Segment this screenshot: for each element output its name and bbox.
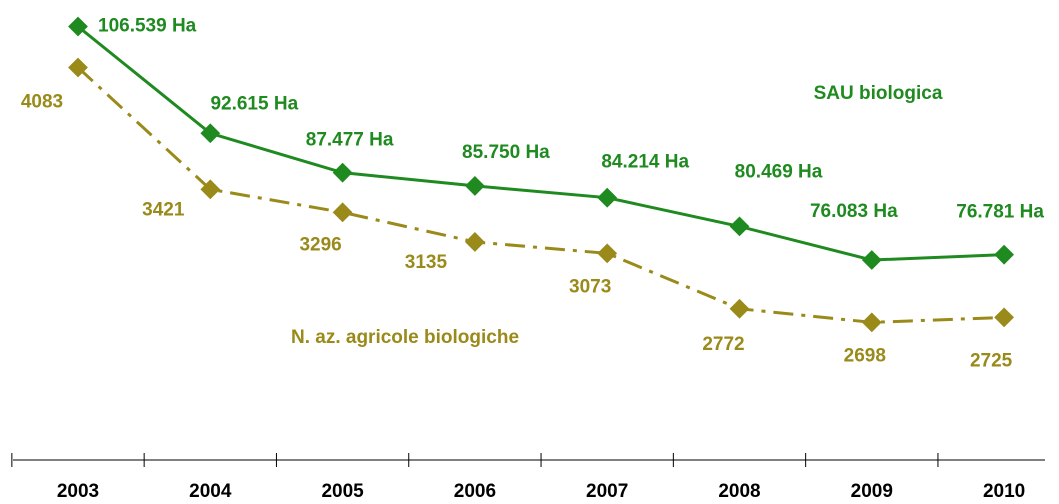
x-tick-label: 2005	[321, 481, 364, 502]
point-marker	[994, 307, 1014, 328]
x-tick-label: 2010	[983, 481, 1025, 502]
data-label: 76.083 Ha	[810, 201, 898, 222]
point-marker	[729, 216, 750, 237]
x-tick-label: 2004	[189, 481, 232, 502]
data-label: 2725	[970, 350, 1013, 371]
series-name: SAU biologica	[814, 83, 943, 104]
point-marker	[465, 176, 485, 196]
x-tick-label: 2008	[718, 481, 760, 502]
series-name: N. az. agricole biologiche	[291, 327, 519, 348]
data-label: 2698	[844, 345, 886, 366]
point-marker	[68, 16, 88, 37]
data-label: 106.539 Ha	[98, 16, 197, 37]
x-tick-label: 2003	[57, 481, 99, 502]
point-marker	[729, 298, 750, 319]
point-marker	[465, 232, 485, 252]
point-marker	[68, 57, 88, 78]
x-tick-label: 2006	[454, 481, 496, 502]
point-marker	[332, 202, 353, 223]
data-label: 4083	[21, 92, 63, 113]
data-label: 84.214 Ha	[601, 152, 689, 173]
point-marker	[861, 312, 882, 333]
x-tick-label: 2007	[586, 481, 628, 502]
x-tick-label: 2009	[851, 481, 893, 502]
data-label: 3421	[142, 199, 185, 220]
point-marker	[994, 244, 1014, 265]
series-line	[77, 25, 1005, 262]
data-label: 76.781 Ha	[956, 202, 1044, 223]
point-marker	[332, 162, 353, 183]
data-label: 3296	[299, 234, 341, 255]
data-label: 2772	[702, 334, 744, 355]
series-line	[76, 66, 1005, 324]
point-marker	[597, 187, 618, 208]
point-marker	[861, 250, 882, 270]
data-label: 80.469 Ha	[735, 161, 823, 182]
data-label: 3135	[405, 252, 448, 273]
data-label: 87.477 Ha	[306, 130, 394, 151]
point-marker	[200, 179, 221, 200]
data-label: 3073	[569, 276, 611, 297]
point-marker	[597, 243, 618, 264]
data-label: 92.615 Ha	[210, 93, 298, 114]
data-label: 85.750 Ha	[462, 142, 550, 163]
